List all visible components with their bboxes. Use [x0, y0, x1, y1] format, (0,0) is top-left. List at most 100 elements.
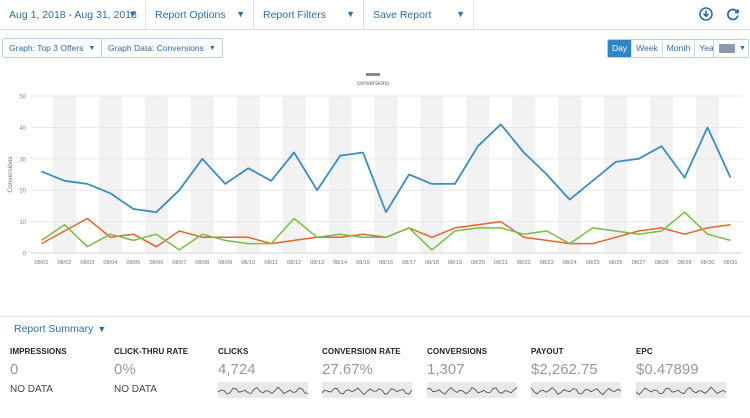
x-tick-label: 08/30 — [701, 260, 715, 266]
save-report-dropdown[interactable]: Save Report ▼ — [364, 0, 474, 30]
series-line-3 — [41, 211, 731, 251]
sparkline — [322, 382, 412, 398]
conversions-chart: 0 10 20 30 40 50 Conversions conversions 08/01 08… — [0, 70, 750, 272]
keyboard-shortcuts-button[interactable]: ▼ — [713, 39, 749, 58]
refresh-icon[interactable] — [725, 7, 741, 23]
legend-label: conversions — [357, 81, 389, 87]
x-tick-label: 08/21 — [494, 260, 508, 266]
x-tick-label: 08/26 — [609, 260, 623, 266]
x-tick-label: 08/28 — [655, 260, 669, 266]
column-band — [236, 96, 260, 253]
sparkline-bg — [427, 382, 517, 398]
sparkline-bg — [218, 382, 308, 398]
line-chart: 0 10 20 30 40 50 Conversions conversions 08/01 08… — [7, 73, 742, 266]
metric-label: EPC — [636, 347, 653, 356]
graph-type-dropdown[interactable]: Graph: Top 3 Offers ▼ — [2, 38, 103, 58]
metric-label: CLICK-THRU RATE — [114, 347, 189, 356]
y-tick-label: 10 — [19, 220, 26, 226]
metric-value: 27.67% — [322, 361, 373, 378]
report-summary-toggle[interactable]: Report Summary ▼ — [14, 323, 106, 335]
metric-label: CONVERSIONS — [427, 347, 488, 356]
metric-click-thru-rate: CLICK-THRU RATE 0% NO DATA — [114, 347, 188, 395]
sparkline-line — [427, 386, 517, 395]
y-axis-label: Conversions — [7, 156, 14, 193]
x-tick-label: 08/29 — [678, 260, 692, 266]
period-tab-month[interactable]: Month — [662, 40, 696, 57]
x-tick-label: 08/04 — [103, 260, 117, 266]
metric-impressions: IMPRESSIONS 0 NO DATA — [10, 347, 67, 395]
y-tick-label: 30 — [19, 157, 26, 163]
caret-down-icon: ▼ — [208, 44, 216, 52]
x-tick-label: 08/05 — [126, 260, 140, 266]
metric-value: 0% — [114, 361, 136, 378]
column-band — [328, 96, 352, 253]
x-tick-label: 08/18 — [425, 260, 439, 266]
chevron-down-icon: ▼ — [346, 9, 355, 19]
column-band — [558, 96, 582, 253]
column-band — [190, 96, 214, 253]
sparkline — [218, 382, 308, 398]
x-tick-label: 08/03 — [80, 260, 94, 266]
x-tick-label: 08/24 — [563, 260, 577, 266]
legend-swatch — [366, 73, 380, 76]
caret-down-icon: ▼ — [88, 44, 96, 52]
date-range-label: Aug 1, 2018 - Aug 31, 2018 — [9, 9, 137, 21]
column-band — [374, 96, 398, 253]
metric-value: 0 — [10, 361, 19, 378]
x-tick-label: 08/01 — [34, 260, 48, 266]
column-band — [282, 96, 306, 253]
keyboard-icon — [719, 44, 735, 53]
sparkline — [531, 382, 621, 398]
save-report-label: Save Report — [373, 9, 432, 21]
x-tick-label: 08/08 — [195, 260, 209, 266]
column-band — [650, 96, 674, 253]
sparkline — [636, 382, 726, 398]
metric-clicks: CLICKS 4,724 — [218, 347, 308, 398]
metric-conversion-rate: CONVERSION RATE 27.67% — [322, 347, 412, 398]
y-tick-label: 50 — [19, 95, 26, 101]
metric-label: IMPRESSIONS — [10, 347, 67, 356]
x-tick-label: 08/31 — [724, 260, 738, 266]
report-filters-label: Report Filters — [263, 9, 327, 21]
x-tick-label: 08/25 — [586, 260, 600, 266]
graph-controls: Graph: Top 3 Offers ▼ Graph Data: Convers… — [0, 38, 750, 62]
column-band — [512, 96, 536, 253]
chevron-down-icon: ▼ — [456, 9, 465, 19]
graph-data-dropdown[interactable]: Graph Data: Conversions ▼ — [101, 38, 223, 58]
x-tick-label: 08/07 — [172, 260, 186, 266]
report-options-label: Report Options — [155, 9, 226, 21]
sparkline-line — [322, 387, 412, 396]
report-filters-dropdown[interactable]: Report Filters ▼ — [254, 0, 364, 30]
sparkline — [427, 382, 517, 398]
metric-value: 4,724 — [218, 361, 256, 378]
metric-no-data: NO DATA — [10, 384, 53, 395]
metric-label: PAYOUT — [531, 347, 564, 356]
metric-epc: EPC $0.47899 — [636, 347, 726, 398]
metric-no-data: NO DATA — [114, 384, 157, 395]
chevron-down-icon: ▼ — [236, 9, 245, 19]
metric-payout: PAYOUT $2,262.75 — [531, 347, 621, 398]
y-tick-label: 40 — [19, 126, 26, 132]
metric-conversions: CONVERSIONS 1,307 — [427, 347, 517, 398]
period-tab-day[interactable]: Day — [608, 40, 633, 57]
x-tick-label: 08/22 — [517, 260, 531, 266]
download-icon[interactable] — [698, 7, 714, 23]
series-line-1 — [41, 123, 732, 214]
sparkline-bg — [636, 382, 726, 398]
x-tick-label: 08/06 — [149, 260, 163, 266]
report-options-dropdown[interactable]: Report Options ▼ — [146, 0, 254, 30]
x-tick-label: 08/10 — [241, 260, 255, 266]
chevron-down-icon: ▼ — [128, 9, 137, 19]
date-range-picker[interactable]: Aug 1, 2018 - Aug 31, 2018 ▼ — [0, 0, 146, 30]
report-summary: Report Summary ▼ IMPRESSIONS 0 NO DATA CLICK… — [0, 316, 750, 418]
period-tab-week[interactable]: Week — [632, 40, 663, 57]
y-tick-label: 0 — [23, 252, 27, 258]
x-tick-label: 08/13 — [310, 260, 324, 266]
x-tick-label: 08/15 — [356, 260, 370, 266]
x-tick-label: 08/14 — [333, 260, 347, 266]
metric-value: $0.47899 — [636, 361, 699, 378]
x-tick-label: 08/17 — [402, 260, 416, 266]
column-band — [466, 96, 490, 253]
column-band — [696, 96, 720, 253]
chevron-down-icon: ▼ — [97, 324, 107, 334]
